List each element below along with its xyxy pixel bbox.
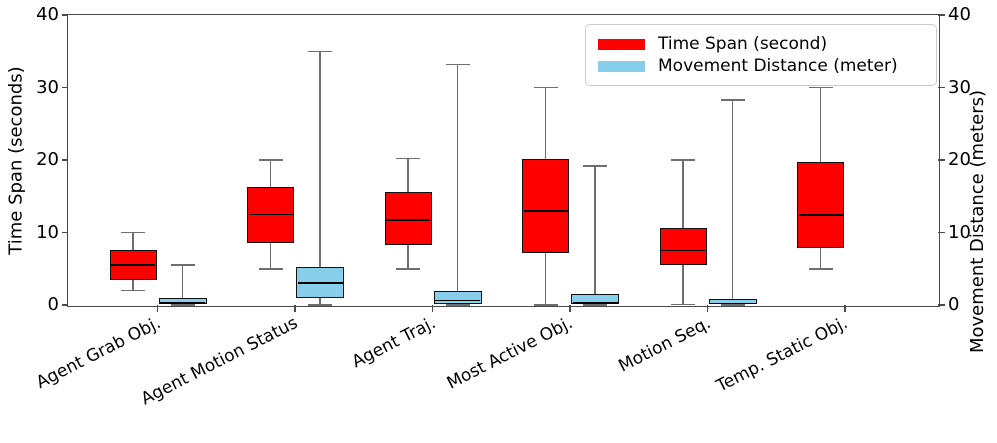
- x-tick-label: Agent Motion Status: [137, 313, 302, 410]
- whisker-cap: [170, 304, 195, 306]
- whisker-line: [456, 64, 459, 292]
- whisker-cap: [258, 268, 283, 270]
- y-tick-mark-right: [938, 86, 945, 89]
- median-line: [661, 249, 705, 252]
- whisker-cap: [396, 268, 420, 270]
- median-line: [248, 213, 293, 216]
- x-tick-mark: [156, 305, 159, 312]
- whisker-cap: [808, 86, 833, 89]
- y-tick-label-left: 20: [36, 149, 59, 170]
- y-tick-mark-right: [938, 159, 945, 161]
- whisker-cap: [671, 159, 695, 161]
- whisker-cap: [583, 304, 607, 306]
- legend-label-movement-distance: Movement Distance (meter): [658, 55, 898, 76]
- median-line: [386, 219, 430, 221]
- median-line: [297, 282, 343, 285]
- whisker-line: [544, 87, 547, 159]
- whisker-cap: [121, 231, 145, 234]
- whisker-cap: [808, 268, 833, 270]
- whisker-cap: [308, 50, 332, 52]
- whisker-line: [544, 252, 547, 305]
- whisker-cap: [671, 303, 695, 306]
- whisker-line: [132, 232, 134, 250]
- median-line: [572, 302, 618, 304]
- movement-distance-box: [158, 297, 207, 305]
- time-span-swatch-icon: [598, 38, 645, 50]
- whisker-line: [731, 99, 734, 300]
- time-span-box: [522, 158, 569, 253]
- whisker-line: [319, 51, 321, 268]
- whisker-line: [682, 160, 684, 229]
- x-tick-label: Agent Traj.: [348, 313, 439, 373]
- whisker-line: [819, 248, 822, 269]
- legend-item-movement-distance: Movement Distance (meter): [598, 57, 924, 75]
- whisker-line: [407, 158, 409, 192]
- y-tick-mark-right: [938, 231, 945, 234]
- legend-item-time-span: Time Span (second): [598, 35, 924, 53]
- y-tick-label-right: 0: [948, 294, 960, 315]
- x-tick-mark: [294, 305, 296, 312]
- median-line: [798, 214, 843, 216]
- legend-label-time-span: Time Span (second): [658, 33, 828, 54]
- whisker-line: [407, 244, 409, 269]
- y-tick-mark-left: [61, 14, 68, 16]
- time-span-box: [384, 191, 432, 245]
- x-tick-mark: [706, 305, 709, 312]
- y-tick-label-left: 10: [36, 221, 59, 243]
- x-tick-label: Most Active Obj.: [443, 313, 577, 394]
- y-tick-mark-left: [61, 159, 68, 161]
- median-line: [435, 299, 480, 302]
- whisker-cap: [720, 99, 745, 101]
- time-span-box: [797, 162, 844, 249]
- y-tick-label-left: 0: [47, 294, 59, 315]
- y-tick-label-right: 30: [948, 76, 971, 98]
- whisker-cap: [583, 165, 607, 167]
- y-tick-mark-left: [61, 86, 68, 89]
- whisker-cap: [445, 304, 470, 306]
- whisker-line: [269, 243, 272, 269]
- whisker-cap: [121, 289, 145, 292]
- whisker-line: [682, 265, 684, 305]
- legend: Time Span (second) Movement Distance (me…: [585, 24, 937, 86]
- whisker-line: [319, 297, 321, 305]
- y-tick-mark-right: [938, 14, 945, 16]
- x-tick-label: Temp. Static Obj.: [713, 313, 852, 397]
- whisker-line: [819, 87, 822, 163]
- whisker-cap: [258, 159, 283, 161]
- whisker-line: [181, 265, 184, 298]
- median-line: [111, 264, 155, 266]
- whisker-cap: [445, 63, 470, 66]
- movement-distance-swatch-icon: [598, 60, 645, 72]
- x-tick-mark: [569, 305, 571, 312]
- whisker-cap: [396, 157, 420, 160]
- movement-distance-box: [571, 294, 619, 305]
- time-span-box: [659, 228, 707, 266]
- x-tick-mark: [844, 305, 846, 312]
- y-tick-label-right: 40: [948, 4, 971, 25]
- x-tick-mark: [431, 305, 434, 312]
- median-line: [523, 209, 568, 212]
- movement-distance-box: [433, 291, 482, 304]
- whisker-line: [269, 160, 272, 187]
- y-tick-label-right: 20: [948, 149, 971, 170]
- y-tick-mark-right: [938, 304, 945, 306]
- whisker-cap: [308, 304, 332, 306]
- y-tick-label-right: 10: [948, 221, 971, 243]
- y-tick-mark-left: [61, 304, 68, 306]
- x-tick-label: Motion Seq.: [614, 313, 714, 377]
- median-line: [710, 302, 755, 305]
- whisker-line: [132, 279, 134, 291]
- whisker-cap: [533, 304, 558, 306]
- whisker-cap: [720, 304, 745, 306]
- y-tick-label-left: 30: [36, 76, 59, 98]
- whisker-line: [594, 165, 596, 295]
- median-line: [160, 302, 205, 304]
- whisker-cap: [533, 86, 558, 89]
- y-tick-mark-left: [61, 231, 68, 234]
- whisker-cap: [170, 264, 195, 266]
- y-tick-label-left: 40: [36, 4, 59, 25]
